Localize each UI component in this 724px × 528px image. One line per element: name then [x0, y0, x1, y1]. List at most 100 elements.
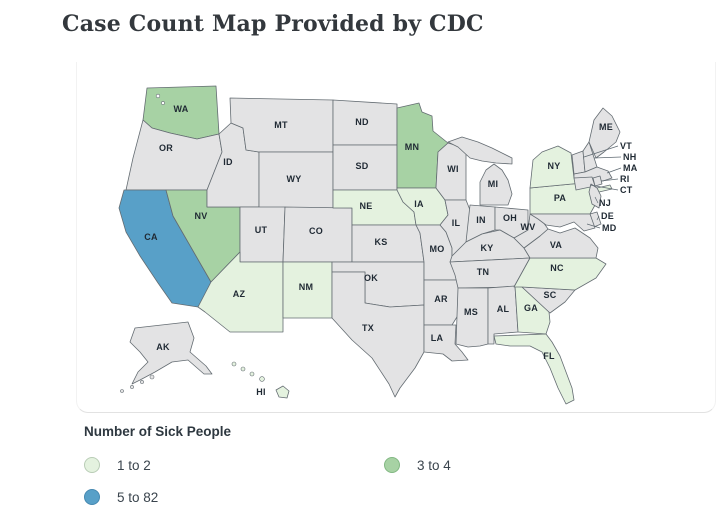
leader-lines-layer — [583, 145, 622, 229]
island-dot[interactable] — [231, 361, 237, 367]
state-label-ne: NE — [360, 201, 373, 211]
state-nj[interactable] — [588, 183, 602, 209]
state-label-ny: NY — [548, 161, 561, 171]
state-label-nm: NM — [299, 282, 313, 292]
state-label-ca: CA — [144, 232, 158, 242]
leader-line — [596, 215, 600, 221]
state-label-ks: KS — [375, 237, 388, 247]
state-label-md: MD — [602, 223, 617, 233]
state-label-ma: MA — [623, 163, 638, 173]
leader-line — [583, 145, 619, 158]
state-label-ak: AK — [156, 342, 170, 352]
leader-line — [593, 156, 622, 159]
state-fl[interactable] — [493, 333, 575, 405]
state-label-ky: KY — [481, 243, 494, 253]
state-label-ms: MS — [464, 307, 478, 317]
state-label-va: VA — [550, 240, 563, 250]
island-dot[interactable] — [259, 376, 265, 382]
island-dot[interactable] — [240, 366, 246, 372]
state-label-de: DE — [601, 211, 614, 221]
legend: Number of Sick People 1 to 2 3 to 4 5 to… — [84, 424, 684, 520]
state-label-in: IN — [476, 215, 485, 225]
state-label-fl: FL — [543, 351, 555, 361]
legend-swatch-5-to-82-icon — [84, 489, 100, 505]
state-la[interactable] — [423, 324, 469, 362]
state-label-ut: UT — [255, 225, 268, 235]
state-label-ok: OK — [364, 273, 378, 283]
legend-swatch-1-to-2-icon — [84, 457, 100, 473]
state-label-nd: ND — [355, 117, 369, 127]
state-label-mo: MO — [430, 244, 445, 254]
legend-item-3-to-4: 3 to 4 — [384, 457, 451, 473]
state-label-la: LA — [431, 333, 444, 343]
island-dot — [155, 93, 161, 99]
state-label-ar: AR — [434, 294, 448, 304]
leader-line — [606, 167, 622, 174]
state-label-wi: WI — [447, 164, 458, 174]
state-label-wy: WY — [287, 174, 302, 184]
state-mi[interactable] — [447, 136, 513, 206]
state-label-mn: MN — [405, 142, 419, 152]
island-dot[interactable] — [120, 389, 124, 393]
state-label-pa: PA — [554, 193, 567, 203]
legend-swatch-3-to-4-icon — [384, 457, 400, 473]
state-md[interactable] — [529, 213, 596, 232]
leader-line — [586, 223, 601, 229]
state-label-ga: GA — [524, 303, 538, 313]
state-label-ct: CT — [620, 185, 633, 195]
leader-line — [589, 184, 619, 191]
us-map: WA OR CA NV ID MT WY UT CO AZ NM ND SD NE KS OK TX MN IA MO… — [118, 85, 637, 405]
legend-title: Number of Sick People — [84, 424, 232, 439]
state-label-ia: IA — [414, 199, 424, 209]
legend-label-1-to-2: 1 to 2 — [117, 457, 151, 473]
state-ks[interactable] — [351, 224, 425, 263]
state-label-sd: SD — [356, 161, 369, 171]
island-dot[interactable] — [149, 374, 155, 380]
legend-item-5-to-82: 5 to 82 — [84, 489, 158, 505]
page-title: Case Count Map Provided by CDC — [62, 11, 484, 37]
island-dot — [161, 101, 165, 105]
state-in[interactable] — [465, 204, 496, 243]
state-ms[interactable] — [455, 287, 489, 348]
state-labels-layer: WA OR CA NV ID MT WY UT CO AZ NM ND SD NE KS OK TX MN IA MO… — [144, 104, 637, 397]
state-label-il: IL — [452, 218, 461, 228]
state-label-tx: TX — [362, 323, 374, 333]
state-label-wv: WV — [521, 222, 536, 232]
state-label-mi: MI — [488, 179, 498, 189]
islands-layer — [120, 93, 265, 393]
state-label-me: ME — [599, 122, 613, 132]
map-panel — [76, 62, 716, 413]
state-label-ri: RI — [620, 174, 629, 184]
state-label-az: AZ — [233, 289, 246, 299]
state-label-sc: SC — [544, 290, 557, 300]
legend-item-1-to-2: 1 to 2 — [84, 457, 151, 473]
state-label-or: OR — [159, 143, 173, 153]
state-label-nh: NH — [623, 152, 636, 162]
state-tn[interactable] — [449, 257, 531, 289]
state-label-hi: HI — [256, 387, 265, 397]
state-label-tn: TN — [477, 267, 489, 277]
state-nc[interactable] — [513, 257, 607, 291]
state-label-nj: NJ — [599, 198, 611, 208]
state-label-wa: WA — [174, 104, 189, 114]
island-dot[interactable] — [140, 380, 144, 384]
legend-label-3-to-4: 3 to 4 — [417, 457, 451, 473]
island-dot[interactable] — [249, 371, 255, 377]
state-label-vt: VT — [620, 141, 632, 151]
state-label-mt: MT — [274, 120, 288, 130]
leader-line — [594, 196, 599, 204]
state-label-nv: NV — [195, 211, 208, 221]
state-label-al: AL — [497, 304, 510, 314]
state-ak[interactable] — [129, 321, 213, 385]
state-me[interactable] — [588, 107, 621, 159]
legend-label-5-to-82: 5 to 82 — [117, 489, 159, 505]
island-dot[interactable] — [130, 385, 134, 389]
state-hi[interactable] — [275, 385, 290, 399]
state-label-nc: NC — [550, 263, 564, 273]
state-tx[interactable] — [331, 271, 425, 398]
state-label-co: CO — [309, 226, 323, 236]
state-label-oh: OH — [503, 213, 517, 223]
state-label-id: ID — [223, 157, 233, 167]
leader-line — [600, 178, 619, 182]
states-layer — [118, 85, 621, 405]
